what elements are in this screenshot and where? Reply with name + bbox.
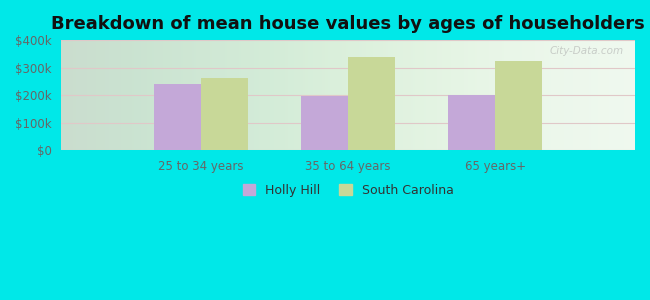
Title: Breakdown of mean house values by ages of householders: Breakdown of mean house values by ages o… (51, 15, 645, 33)
Text: City-Data.com: City-Data.com (549, 46, 623, 56)
Legend: Holly Hill, South Carolina: Holly Hill, South Carolina (242, 184, 454, 197)
Bar (348, 57, 395, 150)
Bar (202, 78, 248, 150)
Bar (495, 61, 542, 150)
Bar (448, 95, 495, 150)
Bar (154, 84, 202, 150)
Bar (301, 96, 348, 150)
